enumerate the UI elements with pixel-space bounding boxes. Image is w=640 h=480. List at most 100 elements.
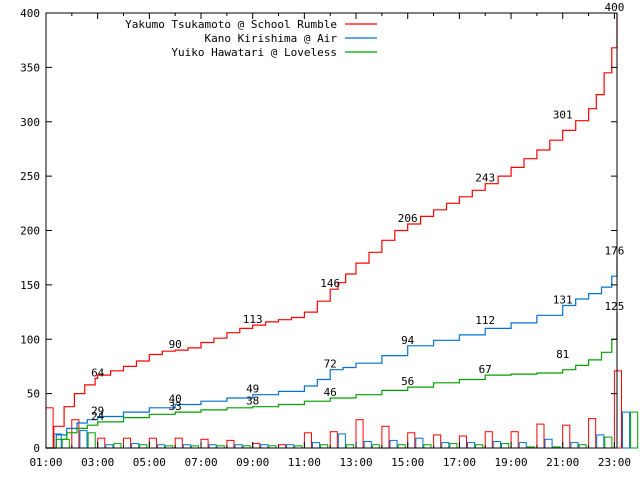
x-tick-label: 13:00 <box>339 456 372 469</box>
data-label: 49 <box>246 383 259 396</box>
y-tick-label: 350 <box>20 61 40 74</box>
hourly-bar <box>363 441 372 449</box>
data-label: 72 <box>324 358 337 371</box>
y-tick-label: 150 <box>20 279 40 292</box>
hourly-bar <box>148 437 157 449</box>
plot-frame <box>45 12 618 449</box>
y-tick-label: 50 <box>27 388 40 401</box>
hourly-bar <box>131 443 140 449</box>
data-label: 146 <box>320 277 340 290</box>
data-label: 40 <box>169 393 182 406</box>
y-tick-label: 300 <box>20 116 40 129</box>
x-tick-label: 11:00 <box>288 456 321 469</box>
x-tick-label: 23:00 <box>598 456 631 469</box>
data-label: 125 <box>604 300 624 313</box>
hourly-bar <box>45 407 54 449</box>
data-label: 81 <box>556 348 569 361</box>
data-label: 94 <box>401 334 415 347</box>
hourly-bar <box>303 432 312 449</box>
hourly-bar <box>252 443 261 449</box>
data-label: 24 <box>91 410 105 423</box>
hourly-bar <box>355 419 364 449</box>
hourly-bar <box>71 419 80 449</box>
data-label: 90 <box>169 338 182 351</box>
data-label: 64 <box>91 366 105 379</box>
x-tick-label: 21:00 <box>546 456 579 469</box>
hourly-bar <box>329 431 338 449</box>
legend-entry-label: Yuiko Hawatari @ Loveless <box>171 46 337 59</box>
hourly-bar <box>518 442 527 449</box>
data-label: 46 <box>324 386 337 399</box>
x-tick-label: 05:00 <box>133 456 166 469</box>
hourly-bar <box>87 432 96 449</box>
hourly-bar <box>123 437 132 449</box>
hourly-bar <box>630 411 639 449</box>
hourly-bar <box>458 435 467 449</box>
hourly-bar <box>200 438 209 449</box>
hourly-bars <box>45 370 639 449</box>
hourly-bar <box>604 436 613 449</box>
x-tick-label: 07:00 <box>184 456 217 469</box>
hourly-bar <box>544 438 553 449</box>
y-tick-label: 200 <box>20 225 40 238</box>
hourly-bar <box>501 443 510 449</box>
y-tick-label: 0 <box>33 442 40 455</box>
data-label: 131 <box>553 294 573 307</box>
hourly-bar <box>312 442 321 449</box>
y-tick-label: 100 <box>20 333 40 346</box>
y-tick-label: 400 <box>20 7 40 20</box>
hourly-bar <box>596 434 605 449</box>
hourly-bar <box>588 418 597 449</box>
data-label: 176 <box>604 245 624 258</box>
hourly-bar <box>536 423 545 449</box>
data-label: 301 <box>553 109 573 122</box>
hourly-bar <box>113 443 122 449</box>
hourly-bar <box>622 411 631 449</box>
hourly-bar <box>53 433 62 449</box>
x-tick-label: 01:00 <box>29 456 62 469</box>
legend-entry-label: Kano Kirishima @ Air <box>205 32 338 45</box>
hourly-bar <box>226 439 235 449</box>
hourly-bar <box>61 438 70 449</box>
data-label: 112 <box>475 314 495 327</box>
hourly-bar <box>492 441 501 449</box>
hourly-bar <box>570 442 579 449</box>
hourly-bar <box>433 434 442 449</box>
hourly-bar <box>613 370 623 449</box>
x-tick-label: 15:00 <box>391 456 424 469</box>
hourly-bar <box>79 430 88 449</box>
hourly-bar <box>449 443 458 449</box>
data-labels: 64 90 113 146 206 243 301 400 29 40 49 72 94 112 131 17… <box>91 1 624 423</box>
data-label: 206 <box>398 212 418 225</box>
hourly-bar <box>441 442 450 449</box>
x-tick-label: 03:00 <box>81 456 114 469</box>
series-line <box>46 13 618 449</box>
cumulative-lines <box>46 13 618 449</box>
hourly-bar <box>484 431 493 449</box>
x-tick-label: 17:00 <box>443 456 476 469</box>
series-line <box>46 256 618 449</box>
y-tick-label: 250 <box>20 170 40 183</box>
data-label: 243 <box>475 172 495 185</box>
data-label: 56 <box>401 375 414 388</box>
hourly-bar <box>381 425 390 449</box>
hourly-bar <box>562 424 571 449</box>
x-tick-label: 19:00 <box>495 456 528 469</box>
x-tick-label: 09:00 <box>236 456 269 469</box>
hourly-bar <box>337 433 346 449</box>
data-label: 113 <box>243 313 263 326</box>
data-label: 29 <box>91 405 104 418</box>
data-label: 400 <box>604 1 624 14</box>
data-label: 67 <box>479 363 492 376</box>
hourly-bar <box>174 437 183 449</box>
data-label: 38 <box>246 395 259 408</box>
hourly-bar <box>97 437 106 449</box>
series-line <box>46 312 618 449</box>
axes: 0 50 100 150 200 250 300 350 400 01:00 03:00 05:00 0… <box>20 7 631 469</box>
hourly-bar <box>467 442 476 449</box>
hourly-bar <box>510 431 519 449</box>
hourly-bar <box>415 437 424 449</box>
hourly-bar <box>407 432 416 449</box>
